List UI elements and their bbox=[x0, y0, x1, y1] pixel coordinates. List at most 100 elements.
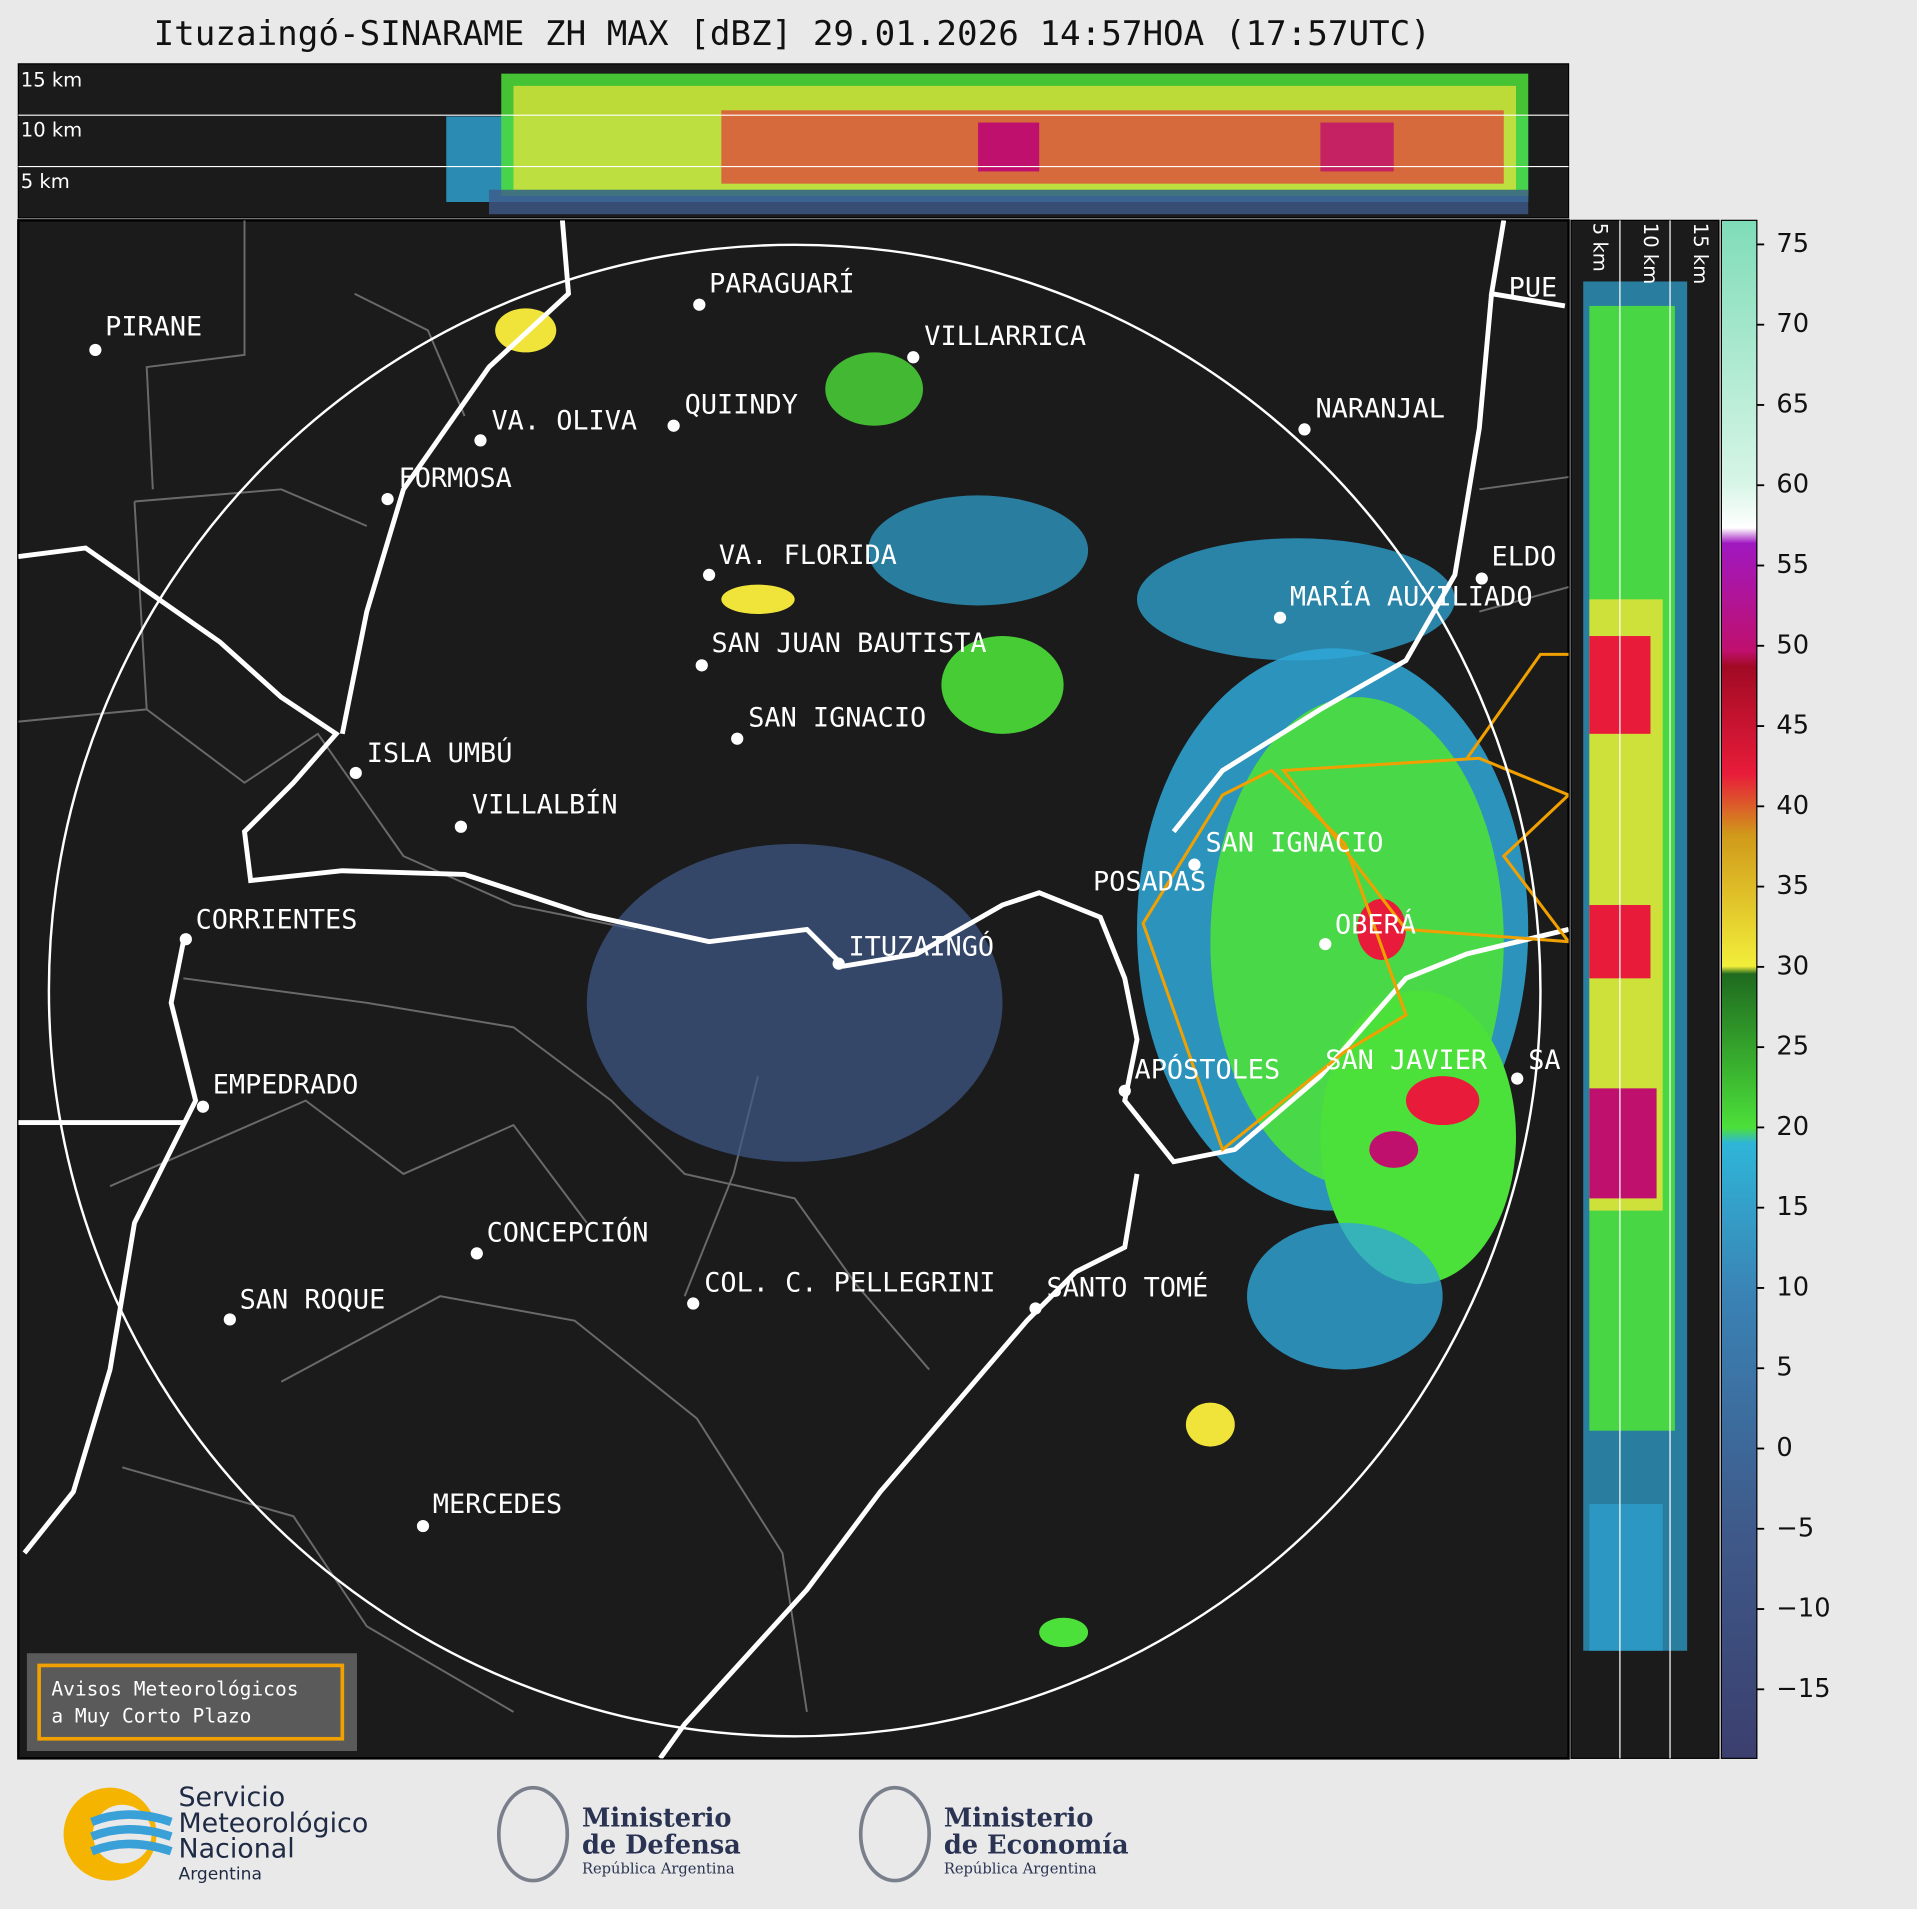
city-dot bbox=[702, 568, 716, 582]
colorbar-tick-label: 45 bbox=[1776, 711, 1809, 741]
colorbar-tick-label: 35 bbox=[1776, 871, 1809, 901]
city-label: APÓSTOLES bbox=[1135, 1054, 1281, 1086]
city-label: ELDO bbox=[1492, 541, 1557, 572]
colorbar-tick-label: 50 bbox=[1776, 630, 1809, 660]
city-label: EMPEDRADO bbox=[213, 1069, 359, 1100]
colorbar-tick-label: 70 bbox=[1776, 309, 1809, 339]
city-label: VA. FLORIDA bbox=[719, 540, 897, 571]
city-dot bbox=[667, 419, 680, 432]
city-label: OBERÁ bbox=[1335, 908, 1416, 940]
colorbar-tick-label: 30 bbox=[1776, 951, 1809, 981]
city-label: ITUZAINGÓ bbox=[848, 930, 994, 962]
city-dot bbox=[1273, 611, 1287, 624]
city-label: PUE bbox=[1509, 272, 1558, 303]
colorbar-tick-label: 60 bbox=[1776, 470, 1809, 500]
warning-box bbox=[37, 1663, 345, 1741]
city-label: MERCEDES bbox=[433, 1489, 562, 1520]
side-profile: 5 km 10 km 15 km bbox=[1570, 219, 1720, 1759]
map: PIRANE PARAGUARÍ VILLARRICA VA. OLIVA QUIIND… bbox=[17, 219, 1570, 1760]
city-label: PARAGUARÍ bbox=[709, 268, 855, 300]
city-label: PIRANE bbox=[105, 311, 202, 342]
height-label: 15 km bbox=[21, 68, 82, 91]
city-dot bbox=[693, 298, 706, 311]
defensa-emblem bbox=[496, 1785, 570, 1883]
city-dot bbox=[687, 1297, 700, 1310]
colorbar-tick-label: −5 bbox=[1776, 1513, 1814, 1543]
city-label: MARÍA AUXILIADO bbox=[1290, 581, 1533, 613]
city-dot bbox=[1475, 572, 1488, 585]
city-label: COL. C. PELLEGRINI bbox=[704, 1267, 995, 1298]
city-dot bbox=[179, 933, 192, 946]
logo-text: Argentina bbox=[178, 1864, 261, 1884]
warning-text: a Muy Corto Plazo bbox=[51, 1704, 251, 1727]
city-label: POSADAS bbox=[1093, 866, 1206, 897]
city-label: SANTO TOMÉ bbox=[1047, 1271, 1209, 1303]
city-dot bbox=[474, 434, 487, 447]
city-dot bbox=[196, 1100, 210, 1113]
height-label: 15 km bbox=[1689, 223, 1712, 284]
echoes bbox=[495, 308, 1529, 1648]
city-label: VA. OLIVA bbox=[491, 406, 637, 437]
city-label: QUIINDY bbox=[685, 390, 798, 421]
city-dot bbox=[1298, 423, 1311, 436]
city-dot bbox=[381, 492, 394, 506]
warning-box-bg bbox=[26, 1653, 357, 1752]
colorbar-tick-label: −15 bbox=[1776, 1674, 1830, 1704]
height-label: 5 km bbox=[21, 170, 70, 193]
city-dot bbox=[1319, 937, 1332, 951]
range-ring bbox=[47, 243, 1542, 1738]
logo-text: de Defensa bbox=[582, 1830, 741, 1860]
city-dot bbox=[1188, 858, 1201, 871]
colorbar bbox=[1720, 219, 1758, 1759]
colorbar-tick-label: 20 bbox=[1776, 1112, 1809, 1142]
city-dot bbox=[907, 351, 920, 364]
height-label: 10 km bbox=[1639, 223, 1662, 284]
top-profile: 15 km 10 km 5 km bbox=[17, 63, 1570, 219]
city-label: SAN IGNACIO bbox=[748, 703, 926, 734]
city-dot bbox=[416, 1519, 430, 1533]
colorbar-tick-label: 0 bbox=[1776, 1433, 1792, 1463]
borders bbox=[18, 220, 1569, 1713]
logo-text: República Argentina bbox=[582, 1861, 735, 1878]
city-label: SA bbox=[1528, 1045, 1560, 1076]
city-dot bbox=[89, 343, 102, 357]
logo-text: República Argentina bbox=[944, 1861, 1097, 1878]
logo-text: Meteorológico bbox=[178, 1808, 368, 1839]
city-label: SAN IGNACIO bbox=[1205, 827, 1383, 858]
logos: Servicio Meteorológico Nacional Argentin… bbox=[63, 1782, 1129, 1884]
colorbar-tick-label: 10 bbox=[1776, 1272, 1809, 1302]
city-label: SAN ROQUE bbox=[240, 1285, 386, 1316]
city-label: VILLALBÍN bbox=[472, 788, 618, 820]
logo-text: Ministerio bbox=[582, 1803, 732, 1833]
logo-text: Servicio bbox=[178, 1782, 285, 1813]
economia-emblem bbox=[858, 1785, 931, 1883]
city-dot bbox=[1029, 1302, 1042, 1315]
colorbar-tick-label: 15 bbox=[1776, 1192, 1809, 1222]
warning-text: Avisos Meteorológicos bbox=[51, 1677, 298, 1700]
city-dot bbox=[832, 957, 845, 970]
colorbar-tick-label: 40 bbox=[1776, 791, 1809, 821]
height-label: 5 km bbox=[1589, 223, 1612, 272]
city-dot bbox=[1118, 1084, 1131, 1097]
city-dot bbox=[454, 820, 468, 833]
colorbar-tick-label: 65 bbox=[1776, 389, 1809, 419]
rivers bbox=[18, 220, 1569, 1759]
city-label: SAN JUAN BAUTISTA bbox=[712, 628, 987, 659]
colorbar-tick-label: 75 bbox=[1776, 229, 1809, 259]
city-dot bbox=[223, 1313, 236, 1326]
colorbar-tick-label: 55 bbox=[1776, 550, 1809, 580]
colorbar-tick-label: 5 bbox=[1776, 1353, 1792, 1383]
city-dot bbox=[1511, 1072, 1524, 1085]
city-dot bbox=[695, 659, 708, 672]
city-dot bbox=[349, 766, 362, 780]
city-label: ISLA UMBÚ bbox=[367, 737, 513, 769]
colorbar-tick-label: −10 bbox=[1776, 1594, 1830, 1624]
city-dot bbox=[470, 1247, 483, 1260]
height-label: 10 km bbox=[21, 119, 82, 142]
city-label: FORMOSA bbox=[399, 463, 512, 494]
logo-text: Nacional bbox=[178, 1834, 294, 1865]
city-label: VILLARRICA bbox=[924, 321, 1086, 352]
logo-text: de Economía bbox=[944, 1830, 1129, 1860]
city-label: CONCEPCIÓN bbox=[487, 1216, 649, 1248]
